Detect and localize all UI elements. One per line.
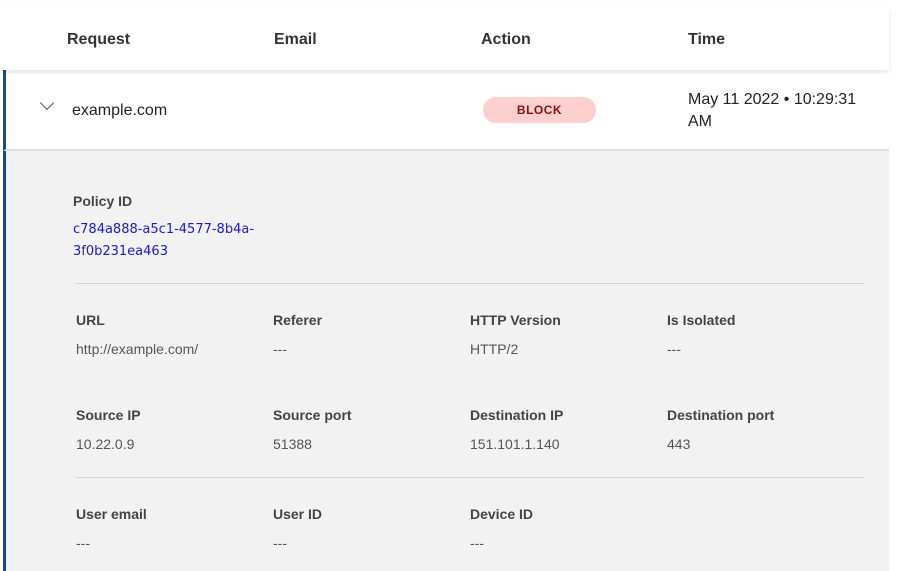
url-value: http://example.com/	[76, 341, 199, 357]
column-action[interactable]: Action	[481, 31, 531, 48]
destination-port-label: Destination port	[667, 407, 775, 423]
user-id-value: ---	[273, 535, 287, 551]
policy-id-label: Policy ID	[73, 193, 133, 209]
destination-ip-label: Destination IP	[470, 407, 564, 423]
column-time[interactable]: Time	[688, 31, 726, 48]
policy-id-link[interactable]: c784a888-a5c1-4577-8b4a-3f0b231ea463	[73, 222, 255, 259]
url-label: URL	[76, 312, 105, 328]
request-domain: example.com	[72, 102, 168, 119]
http-version-label: HTTP Version	[470, 312, 561, 328]
destination-port-value: 443	[667, 436, 691, 452]
device-id-value: ---	[470, 535, 484, 551]
divider	[76, 477, 864, 478]
table-header: Request Email Action Time	[0, 8, 889, 70]
is-isolated-label: Is Isolated	[667, 312, 736, 328]
is-isolated-value: ---	[667, 341, 681, 357]
table-row[interactable]: example.com BLOCK May 11 2022 • 10:29:31…	[3, 70, 889, 151]
user-email-label: User email	[76, 506, 147, 522]
action-badge: BLOCK	[483, 97, 596, 123]
time-cell: May 11 2022 • 10:29:31 AM	[688, 91, 857, 130]
http-version-value: HTTP/2	[470, 341, 519, 357]
user-id-label: User ID	[273, 506, 323, 522]
source-port-label: Source port	[273, 407, 352, 423]
device-id-label: Device ID	[470, 506, 534, 522]
column-email[interactable]: Email	[274, 31, 317, 48]
divider	[76, 283, 864, 284]
chevron-down-icon[interactable]	[39, 95, 55, 111]
column-request[interactable]: Request	[67, 31, 131, 48]
destination-ip-value: 151.101.1.140	[470, 436, 560, 452]
user-email-value: ---	[76, 535, 90, 551]
source-port-value: 51388	[273, 436, 312, 452]
source-ip-label: Source IP	[76, 407, 141, 423]
referer-value: ---	[273, 341, 287, 357]
referer-label: Referer	[273, 312, 323, 328]
source-ip-value: 10.22.0.9	[76, 436, 135, 452]
detail-panel: Policy ID c784a888-a5c1-4577-8b4a-3f0b23…	[3, 151, 889, 571]
